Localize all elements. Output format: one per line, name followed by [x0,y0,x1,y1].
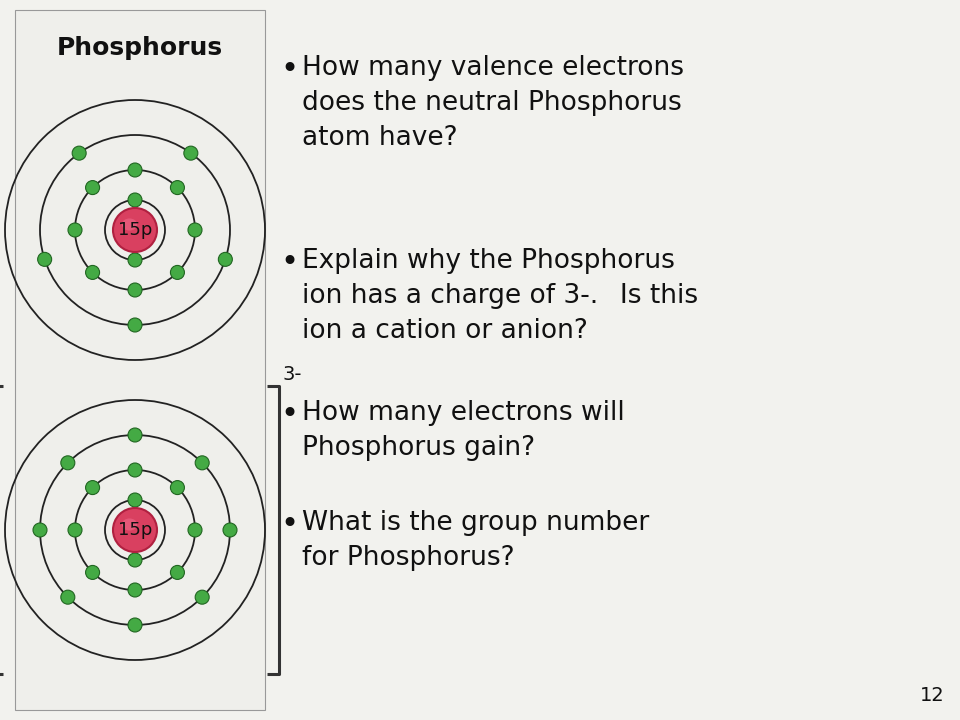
Circle shape [68,223,82,237]
Circle shape [60,590,75,604]
Circle shape [37,252,52,266]
Circle shape [218,252,232,266]
Circle shape [128,618,142,632]
Circle shape [171,181,184,194]
Circle shape [128,428,142,442]
Circle shape [72,146,86,160]
Text: Explain why the Phosphorus
ion has a charge of 3-.  Is this
ion a cation or anio: Explain why the Phosphorus ion has a cha… [302,248,698,344]
Ellipse shape [122,218,137,230]
Text: What is the group number
for Phosphorus?: What is the group number for Phosphorus? [302,510,649,571]
Text: How many electrons will
Phosphorus gain?: How many electrons will Phosphorus gain? [302,400,625,461]
Text: •: • [280,248,299,277]
Circle shape [85,480,100,495]
Circle shape [171,565,184,580]
Text: How many valence electrons
does the neutral Phosphorus
atom have?: How many valence electrons does the neut… [302,55,684,151]
Circle shape [85,565,100,580]
Circle shape [223,523,237,537]
Circle shape [128,253,142,267]
Text: Phosphorus: Phosphorus [57,36,223,60]
Circle shape [60,456,75,470]
Circle shape [68,523,82,537]
Circle shape [183,146,198,160]
Text: •: • [280,510,299,539]
Text: 15p: 15p [118,221,153,239]
Circle shape [128,553,142,567]
Circle shape [85,181,100,194]
Circle shape [188,223,202,237]
FancyBboxPatch shape [15,10,265,710]
Text: 15p: 15p [118,521,153,539]
Circle shape [113,208,157,252]
Circle shape [171,480,184,495]
Circle shape [188,523,202,537]
Circle shape [128,283,142,297]
Text: 3-: 3- [283,365,302,384]
Text: •: • [280,55,299,84]
Circle shape [128,318,142,332]
Text: 12: 12 [921,686,945,705]
Ellipse shape [122,518,137,531]
Circle shape [85,266,100,279]
Circle shape [128,193,142,207]
Circle shape [171,266,184,279]
Text: •: • [280,400,299,429]
Circle shape [33,523,47,537]
Circle shape [128,463,142,477]
Circle shape [195,456,209,470]
Circle shape [128,163,142,177]
Circle shape [113,508,157,552]
Circle shape [128,583,142,597]
Circle shape [128,493,142,507]
Circle shape [195,590,209,604]
